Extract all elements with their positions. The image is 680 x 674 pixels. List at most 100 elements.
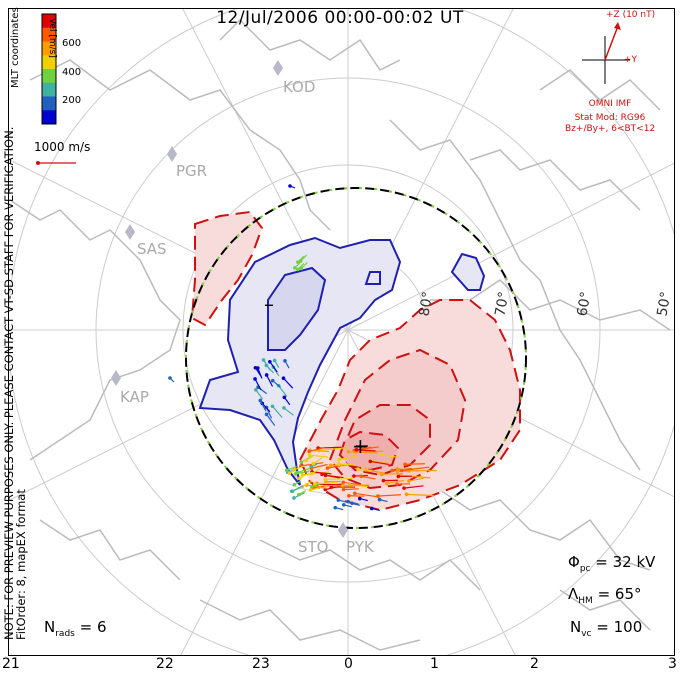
velocity-vector-origin	[307, 453, 312, 457]
positive-cell-sign: +	[352, 434, 369, 458]
velocity-vector	[358, 468, 373, 471]
velocity-vector	[254, 378, 262, 391]
velocity-vector-origin	[346, 499, 350, 504]
velocity-vector-origin	[368, 459, 373, 464]
velocity-vector-origin	[264, 373, 269, 377]
velocity-vector	[361, 475, 376, 480]
velocity-vector	[381, 472, 404, 475]
velocity-vector-origin	[341, 503, 346, 507]
colorbar-tick-400: 400	[62, 67, 82, 78]
scale-vector	[36, 161, 76, 165]
site-label-pgr: PGR	[176, 162, 208, 180]
cross-polar-potential-stat: Φpc = 32 kV	[568, 553, 656, 574]
velocity-vector	[321, 473, 340, 479]
velocity-vector-origin	[311, 461, 316, 466]
velocity-vector-origin	[168, 376, 172, 380]
velocity-vector-origin	[336, 462, 341, 466]
velocity-vector	[400, 474, 431, 479]
velocity-vector-origin	[309, 471, 314, 476]
radar-marker-kap	[111, 370, 121, 386]
velocity-vector-origin	[264, 412, 269, 417]
velocity-vector-origin	[270, 378, 275, 383]
velocity-vector-origin	[395, 482, 399, 486]
mlt-tick-23: 23	[252, 656, 270, 672]
mlt-tick-2: 2	[530, 656, 539, 672]
radar-marker-sas	[125, 224, 135, 240]
velocity-vector	[261, 402, 271, 413]
velocity-vector-origin	[308, 488, 313, 492]
velocity-vector-origin	[377, 497, 382, 502]
velocity-vector	[302, 471, 330, 476]
velocity-vector-origin	[404, 492, 409, 497]
velocity-vector-origin	[282, 406, 286, 410]
velocity-vector-origin	[253, 365, 258, 370]
imf-dial	[582, 22, 630, 84]
mlt-tick-22: 22	[156, 656, 174, 672]
negative-cell-sign: –	[264, 292, 274, 316]
velocity-vector	[338, 463, 354, 466]
velocity-vector-origin	[323, 477, 328, 482]
velocity-vector-origin	[268, 359, 272, 364]
imf-y-label: +Y	[624, 55, 638, 65]
velocity-vector-origin	[390, 468, 395, 473]
velocity-vector	[269, 361, 278, 373]
velocity-vector-origin	[353, 491, 357, 496]
velocity-vector-origin	[379, 452, 384, 457]
map-frame	[8, 8, 675, 656]
mlt-coordinates-label: MLT coordinates	[10, 7, 21, 88]
velocity-vector-origin	[270, 404, 275, 409]
velocity-vector-origin	[385, 481, 389, 486]
velocity-vector	[306, 484, 327, 489]
velocity-vector-origin	[336, 498, 341, 502]
coastlines	[9, 18, 671, 651]
stat-model-line2: Bz+/By+, 6<BT<12	[565, 124, 656, 134]
mlt-tick-3: 3	[668, 656, 677, 672]
hm-boundary-stat: ΛHM = 65°	[568, 585, 642, 606]
velocity-vector	[354, 492, 380, 498]
velocity-vector-origin	[359, 474, 364, 479]
velocity-vector	[311, 463, 328, 469]
velocity-vector-origin	[346, 449, 351, 454]
velocity-vector-origin	[347, 493, 351, 498]
velocity-vector-origin	[356, 467, 360, 471]
velocity-vector-origin	[399, 468, 404, 473]
velocity-vector	[283, 407, 294, 416]
velocity-vector-origin	[287, 471, 292, 475]
colorbar-block	[42, 96, 56, 111]
velocity-vector	[381, 453, 399, 459]
velocity-vector	[386, 479, 404, 484]
velocity-vector-origin	[309, 464, 314, 469]
n-rads-stat: Nrads = 6	[44, 618, 107, 639]
velocity-vector	[319, 446, 349, 452]
fit-order-note: FitOrder: 8, mapEX format	[14, 489, 28, 640]
velocity-vector-origin	[272, 358, 277, 363]
velocity-vector-origin	[325, 466, 330, 470]
velocity-vector-origin	[379, 472, 384, 477]
velocity-vector-origin	[328, 463, 333, 468]
velocity-vector	[406, 493, 435, 497]
velocity-vector	[272, 405, 283, 419]
velocity-vector-origin	[337, 457, 341, 462]
colorbar-block	[42, 110, 56, 125]
velocity-vector	[283, 377, 294, 389]
velocity-vector-origin	[296, 260, 300, 264]
imf-z-label: +Z (10 nT)	[606, 10, 656, 20]
velocity-vector-origin	[320, 472, 324, 477]
colorbar-block	[42, 27, 56, 42]
velocity-vector-origin	[403, 462, 407, 467]
radar-marker-sto	[338, 522, 348, 538]
velocity-vector-origin	[396, 474, 401, 479]
velocity-vectors	[168, 184, 437, 512]
velocity-vector	[377, 494, 401, 497]
velocity-vector-origin	[299, 460, 304, 464]
velocity-vector-origin	[333, 505, 338, 510]
velocity-vector-origin	[284, 468, 289, 473]
velocity-colorbar	[41, 13, 57, 125]
velocity-vector	[266, 374, 274, 387]
velocity-vector-origin	[352, 474, 356, 478]
velocity-vector	[370, 460, 389, 466]
velocity-vector-origin	[289, 489, 294, 494]
velocity-vector	[255, 389, 264, 400]
negative-convection-cell	[198, 236, 486, 486]
